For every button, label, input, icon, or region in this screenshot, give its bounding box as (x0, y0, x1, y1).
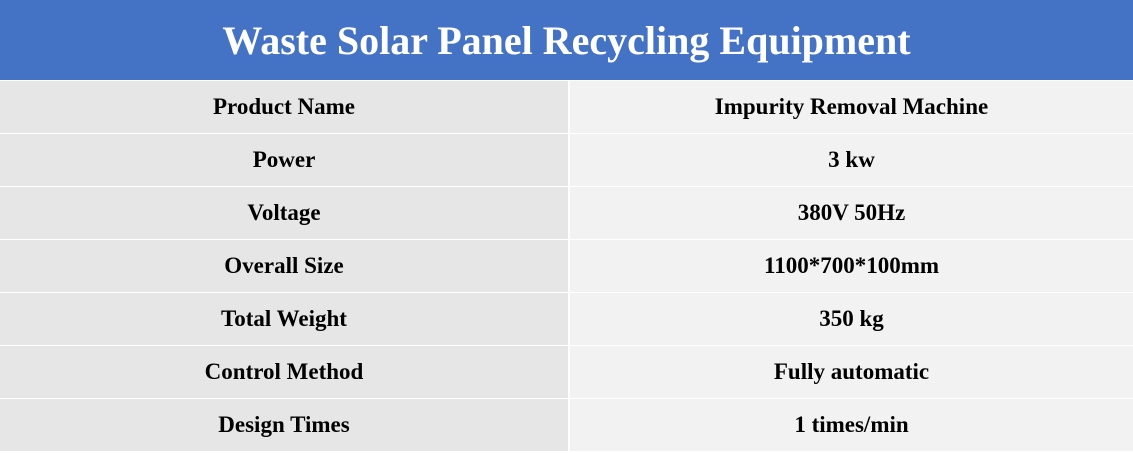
title-banner: Waste Solar Panel Recycling Equipment (0, 0, 1133, 80)
spec-name: Design Times (0, 398, 570, 451)
title: Waste Solar Panel Recycling Equipment (222, 17, 911, 63)
spec-name: Product Name (0, 80, 570, 134)
table-row: Power 3 kw (0, 133, 1133, 187)
spec-name: Power (0, 133, 570, 187)
spec-value: 380V 50Hz (569, 186, 1133, 240)
table-row: Design Times 1 times/min (0, 398, 1133, 451)
table-row: Total Weight 350 kg (0, 292, 1133, 346)
table-row: Overall Size 1100*700*100mm (0, 239, 1133, 293)
spec-name: Total Weight (0, 292, 570, 346)
spec-name: Overall Size (0, 239, 570, 293)
spec-name: Voltage (0, 186, 570, 240)
table-row: Product Name Impurity Removal Machine (0, 80, 1133, 134)
table-row: Voltage 380V 50Hz (0, 186, 1133, 240)
table-row: Control Method Fully automatic (0, 345, 1133, 399)
spec-name: Control Method (0, 345, 570, 399)
spec-table: Product Name Impurity Removal Machine Powe… (0, 80, 1133, 451)
spec-value: Fully automatic (569, 345, 1133, 399)
spec-value: 3 kw (569, 133, 1133, 187)
spec-value: 350 kg (569, 292, 1133, 346)
spec-value: 1 times/min (569, 398, 1133, 451)
table-body: Product Name Impurity Removal Machine Powe… (0, 80, 1133, 451)
spec-value: Impurity Removal Machine (569, 80, 1133, 134)
spec-value: 1100*700*100mm (569, 239, 1133, 293)
